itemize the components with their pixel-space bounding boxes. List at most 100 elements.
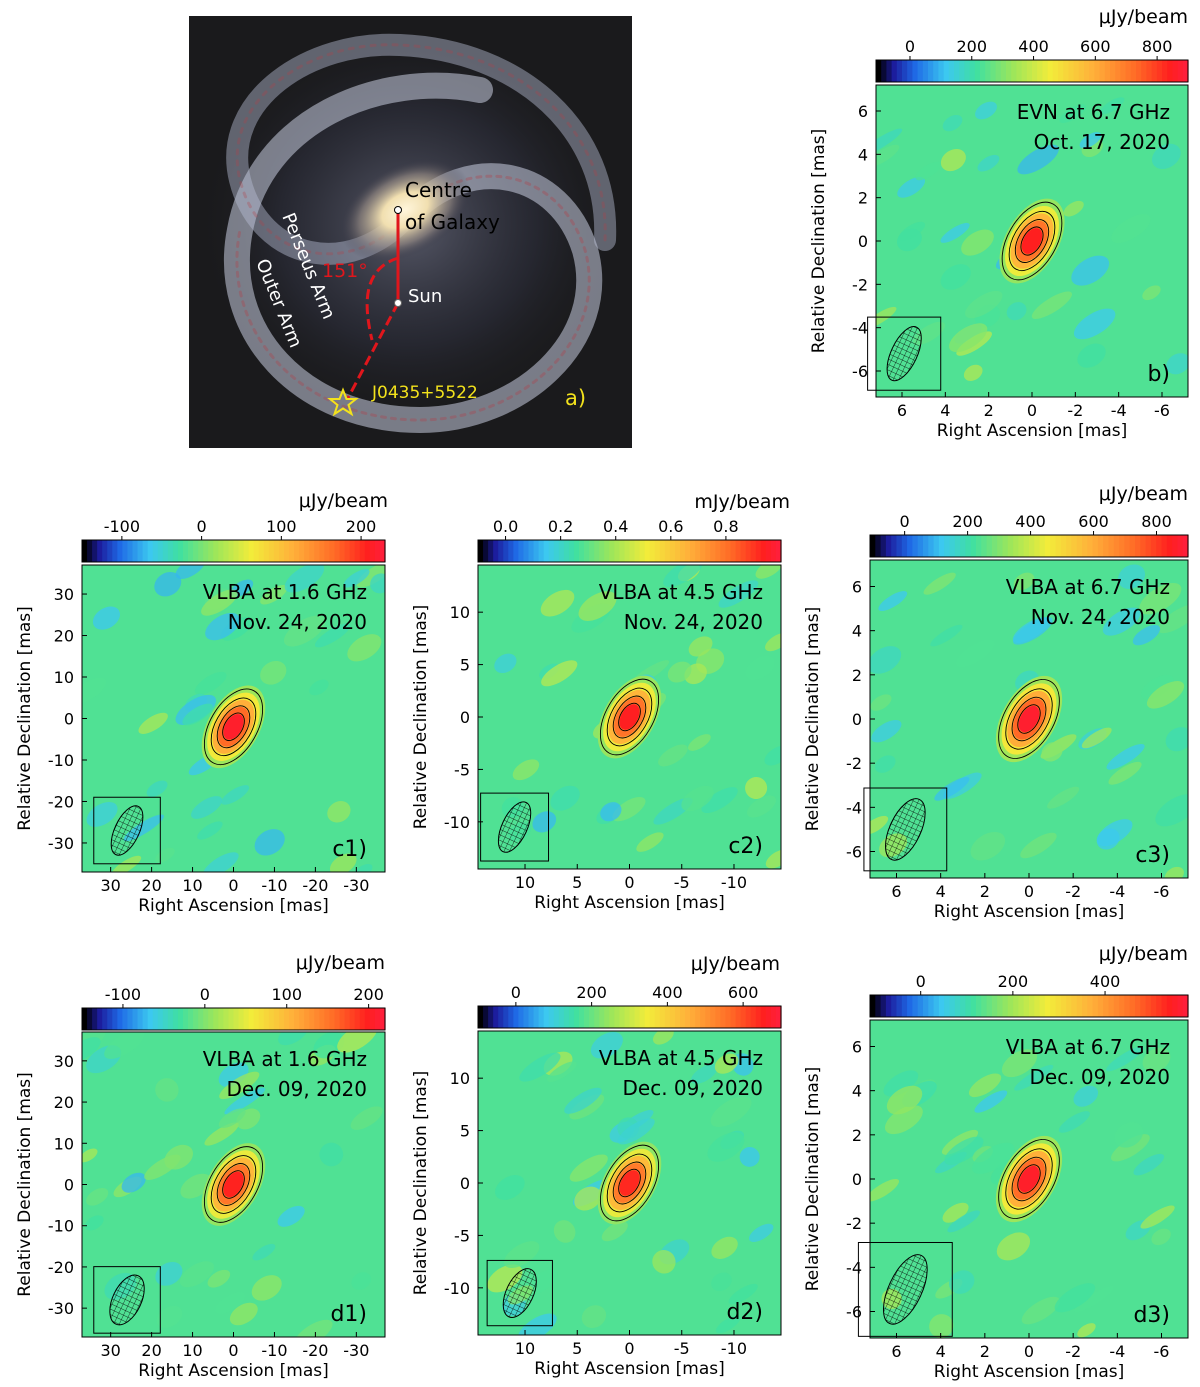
x-tick-label: 0 bbox=[228, 1341, 238, 1360]
colorbar-segment bbox=[208, 1008, 214, 1030]
y-tick-label: -2 bbox=[852, 275, 868, 294]
noise-blob bbox=[1081, 727, 1112, 749]
colorbar-segment bbox=[1135, 535, 1141, 557]
colorbar-segment bbox=[188, 540, 194, 562]
noise-blob bbox=[569, 1154, 608, 1182]
noise-blob bbox=[550, 785, 580, 811]
colorbar-segment bbox=[513, 1006, 519, 1028]
colorbar-segment bbox=[543, 1006, 550, 1028]
colorbar-segment bbox=[1124, 995, 1131, 1017]
colorbar-segment bbox=[970, 995, 977, 1017]
source-star-icon bbox=[327, 387, 359, 417]
noise-blob bbox=[658, 744, 688, 767]
noise-blob bbox=[347, 634, 382, 662]
colorbar-segment bbox=[528, 1006, 535, 1028]
plot-title-line2: Dec. 09, 2020 bbox=[623, 1076, 763, 1100]
colorbar-segment bbox=[568, 1006, 575, 1028]
noise-blob bbox=[1118, 564, 1146, 589]
colorbar-segment bbox=[147, 540, 154, 562]
colorbar-segment bbox=[1156, 995, 1163, 1017]
noise-blob bbox=[1146, 681, 1185, 709]
colorbar-segment bbox=[102, 1008, 108, 1030]
noise-blob bbox=[617, 1118, 655, 1145]
noise-blob bbox=[277, 1205, 305, 1227]
colorbar-segment bbox=[92, 540, 98, 562]
noise-blob bbox=[337, 1032, 378, 1053]
y-tick-label: -10 bbox=[48, 751, 74, 770]
colorbar-segment bbox=[493, 1006, 499, 1028]
x-tick-label: 0 bbox=[1024, 1342, 1034, 1361]
colorbar-segment bbox=[669, 540, 676, 562]
y-tick-label: -4 bbox=[852, 319, 868, 338]
colorbar-tick-label: 400 bbox=[1018, 37, 1049, 56]
colorbar-segment bbox=[349, 1008, 356, 1030]
noise-blob bbox=[1140, 1205, 1175, 1229]
noise-blob bbox=[1058, 1111, 1090, 1133]
colorbar-segment bbox=[493, 540, 499, 562]
x-tick-label: 0 bbox=[1024, 882, 1034, 901]
colorbar-segment bbox=[563, 1006, 570, 1028]
colorbar-segment bbox=[870, 535, 876, 557]
noise-blob bbox=[590, 1032, 623, 1059]
colorbar-segment bbox=[142, 1008, 149, 1030]
colorbar-segment bbox=[943, 60, 950, 82]
colorbar-segment bbox=[1161, 995, 1168, 1017]
colorbar-segment bbox=[907, 995, 913, 1017]
y-axis-label: Relative Declination [mas] bbox=[809, 129, 829, 354]
colorbar: 0 200 400 μJy/beam bbox=[869, 943, 1189, 1018]
colorbar-segment bbox=[1007, 995, 1014, 1017]
colorbar-segment bbox=[745, 1006, 752, 1028]
colorbar: -100 0 100 200 μJy/beam bbox=[81, 952, 386, 1031]
colorbar-segment bbox=[82, 1008, 88, 1030]
beam-ellipse bbox=[497, 801, 532, 853]
colorbar-segment bbox=[1026, 60, 1033, 82]
colorbar-segment bbox=[289, 540, 295, 562]
colorbar-segment bbox=[770, 540, 777, 562]
noise-blob bbox=[519, 1052, 561, 1082]
colorbar-segment bbox=[553, 540, 560, 562]
x-tick-label: 2 bbox=[984, 401, 994, 420]
colorbar-segment bbox=[1110, 60, 1116, 82]
y-tick-label: 5 bbox=[460, 1122, 470, 1141]
x-axis-label: Right Ascension [mas] bbox=[934, 1362, 1125, 1382]
y-tick-label: -6 bbox=[846, 843, 862, 862]
sun-marker bbox=[394, 299, 402, 307]
centre-label-line2: of Galaxy bbox=[405, 210, 500, 234]
colorbar-segment bbox=[253, 1008, 260, 1030]
colorbar-segment bbox=[896, 535, 903, 557]
colorbar-segment bbox=[1013, 535, 1019, 557]
colorbar-segment bbox=[513, 540, 519, 562]
colorbar-segment bbox=[137, 1008, 144, 1030]
colorbar-segment bbox=[568, 540, 575, 562]
colorbar-segment bbox=[117, 1008, 123, 1030]
y-tick-label: -2 bbox=[846, 754, 862, 773]
x-tick-label: -5 bbox=[674, 873, 690, 892]
colorbar-segment bbox=[735, 540, 742, 562]
source-emission bbox=[1021, 228, 1043, 254]
colorbar-segment bbox=[1167, 60, 1173, 82]
noise-blob bbox=[191, 796, 223, 819]
colorbar-segment bbox=[273, 540, 280, 562]
y-axis-label: Relative Declination [mas] bbox=[411, 605, 431, 830]
colorbar-segment bbox=[604, 1006, 610, 1028]
y-tick-label: -2 bbox=[846, 1214, 862, 1233]
y-tick-label: -20 bbox=[48, 1258, 74, 1277]
x-axis-label: Right Ascension [mas] bbox=[934, 902, 1125, 922]
colorbar-segment bbox=[674, 540, 681, 562]
colorbar-segment bbox=[364, 540, 371, 562]
beam-box bbox=[486, 1259, 553, 1327]
x-tick-label: 10 bbox=[182, 876, 202, 895]
noise-blob bbox=[929, 1314, 954, 1338]
colorbar-segment bbox=[319, 1008, 325, 1030]
colorbar-segment bbox=[1037, 60, 1043, 82]
noise-blob bbox=[495, 1175, 525, 1200]
y-axis-label: Relative Declination [mas] bbox=[803, 1067, 823, 1292]
colorbar-segment bbox=[369, 540, 376, 562]
y-tick-label: 2 bbox=[852, 666, 862, 685]
colorbar-segment bbox=[985, 60, 991, 82]
noise-blob bbox=[1017, 144, 1059, 175]
colorbar-segment bbox=[891, 60, 898, 82]
source-emission bbox=[619, 704, 640, 730]
colorbar-segment bbox=[258, 540, 265, 562]
